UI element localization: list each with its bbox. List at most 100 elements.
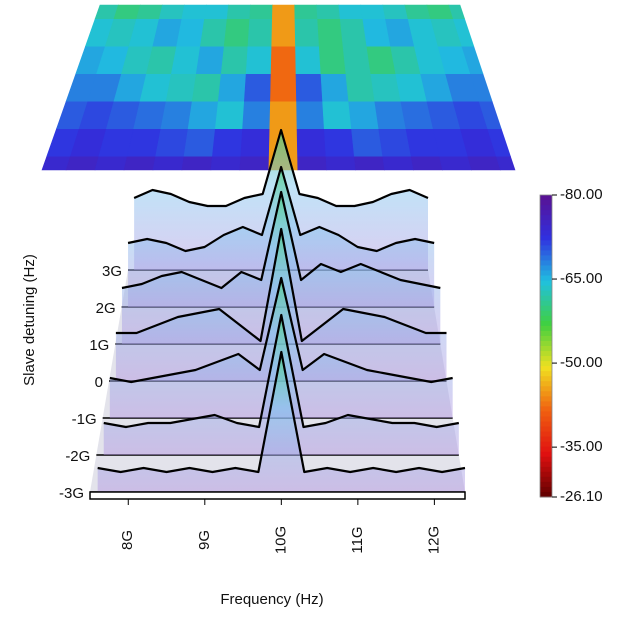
heatmap-cell [360, 4, 386, 20]
colorbar-segment [540, 285, 552, 292]
colorbar-segment [540, 225, 552, 231]
colorbar-tick-label: -50.00 [560, 354, 603, 371]
colorbar-segment [540, 436, 552, 443]
trace-line [115, 227, 447, 343]
colorbar-segment [540, 491, 552, 498]
heatmap-cell [297, 155, 328, 171]
heatmap-cell [467, 155, 501, 171]
heatmap-cell [270, 45, 297, 75]
heatmap-cell [318, 45, 347, 75]
colorbar-segment [540, 391, 552, 397]
heatmap-cell [339, 18, 368, 47]
y-tick-label: 2G [96, 300, 116, 317]
colorbar-segment [540, 456, 552, 463]
colorbar-segment [540, 366, 552, 372]
colorbar-segment [540, 406, 552, 412]
heatmap-cell [160, 100, 193, 130]
heatmap-cell [351, 128, 384, 157]
x-axis-label: Frequency (Hz) [220, 591, 323, 608]
colorbar-segment [540, 270, 552, 277]
heatmap-cell [342, 45, 372, 75]
heatmap-cell [374, 100, 407, 130]
heatmap-cell [382, 155, 415, 171]
trace-line [121, 190, 441, 290]
colorbar-segment [540, 431, 552, 438]
heatmap-cell [378, 128, 412, 157]
heatmap-cell [195, 45, 225, 75]
colorbar-segment [540, 441, 552, 448]
heatmap-cell [165, 73, 197, 102]
colorbar-segment [540, 210, 552, 216]
colorbar-frame [539, 194, 553, 498]
heatmap-cell [247, 18, 273, 47]
x-tick-label: 12G [425, 526, 442, 554]
x-tick-label: 11G [349, 526, 366, 553]
heatmap-cell [322, 100, 352, 130]
colorbar-tick-label: -65.00 [560, 270, 603, 287]
colorbar-segment [540, 421, 552, 428]
colorbar-segment [540, 195, 552, 201]
front-edge [89, 491, 466, 500]
heatmap-cell [249, 4, 273, 20]
colorbar-segment [540, 335, 552, 342]
heatmap-cell [191, 73, 222, 102]
heatmap-cell [152, 155, 185, 171]
colorbar-segment [540, 255, 552, 261]
colorbar-segment [540, 451, 552, 458]
colorbar-segment [540, 240, 552, 246]
trace-line [103, 313, 460, 429]
heatmap-cell [215, 100, 245, 130]
heatmap-cell [338, 4, 364, 20]
heatmap-cell [200, 18, 228, 47]
trace-line [127, 165, 435, 253]
heatmap-cell [226, 4, 251, 20]
heatmap-cell [317, 18, 344, 47]
heatmap-cell [270, 73, 297, 102]
colorbar-segment [540, 315, 552, 322]
trace-area [97, 352, 465, 492]
y-tick-label: 0 [95, 374, 103, 391]
heatmap-cell [345, 73, 376, 102]
colorbar-segment [540, 376, 552, 382]
trace-line [109, 276, 453, 384]
colorbar-segment [540, 476, 552, 483]
colorbar-segment [540, 220, 552, 226]
colorbar-segment [540, 200, 552, 206]
colorbar-segment [540, 325, 552, 332]
colorbar-segment [540, 260, 552, 266]
heatmap-cell [65, 155, 100, 171]
colorbar-segment [540, 396, 552, 402]
colorbar-segment [540, 351, 552, 357]
heatmap-cell [94, 155, 128, 171]
colorbar-segment [540, 280, 552, 287]
colorbar-segment [540, 320, 552, 327]
heatmap-cell [136, 4, 163, 20]
y-tick-label: 1G [89, 337, 109, 354]
heatmap-cell [316, 4, 341, 20]
heatmap-cell [244, 73, 272, 102]
colorbar-segment [540, 305, 552, 312]
heatmap-cell [294, 4, 318, 20]
x-tick-label: 9G [196, 530, 213, 550]
colorbar-segment [540, 361, 552, 367]
heatmap-cell [113, 4, 141, 20]
heatmap-cell [158, 4, 185, 20]
colorbar-segment [540, 245, 552, 251]
heatmap-cell [439, 155, 472, 171]
heatmap-cell [239, 155, 270, 171]
colorbar-tick-label: -35.00 [560, 438, 603, 455]
colorbar-segment [540, 250, 552, 256]
trace-line [97, 350, 466, 474]
heatmap-cell [210, 155, 242, 171]
heatmap-cell [242, 100, 271, 130]
colorbar-segment [540, 215, 552, 221]
heatmap-cell [325, 155, 357, 171]
y-axis-label: Slave detuning (Hz) [21, 254, 38, 386]
colorbar-segment [540, 275, 552, 282]
heatmap-cell [123, 155, 156, 171]
colorbar-segment [540, 300, 552, 307]
heatmap-cell [294, 18, 320, 47]
heatmap-cell [295, 45, 322, 75]
colorbar-segment [540, 346, 552, 352]
heatmap-cell [41, 155, 71, 171]
